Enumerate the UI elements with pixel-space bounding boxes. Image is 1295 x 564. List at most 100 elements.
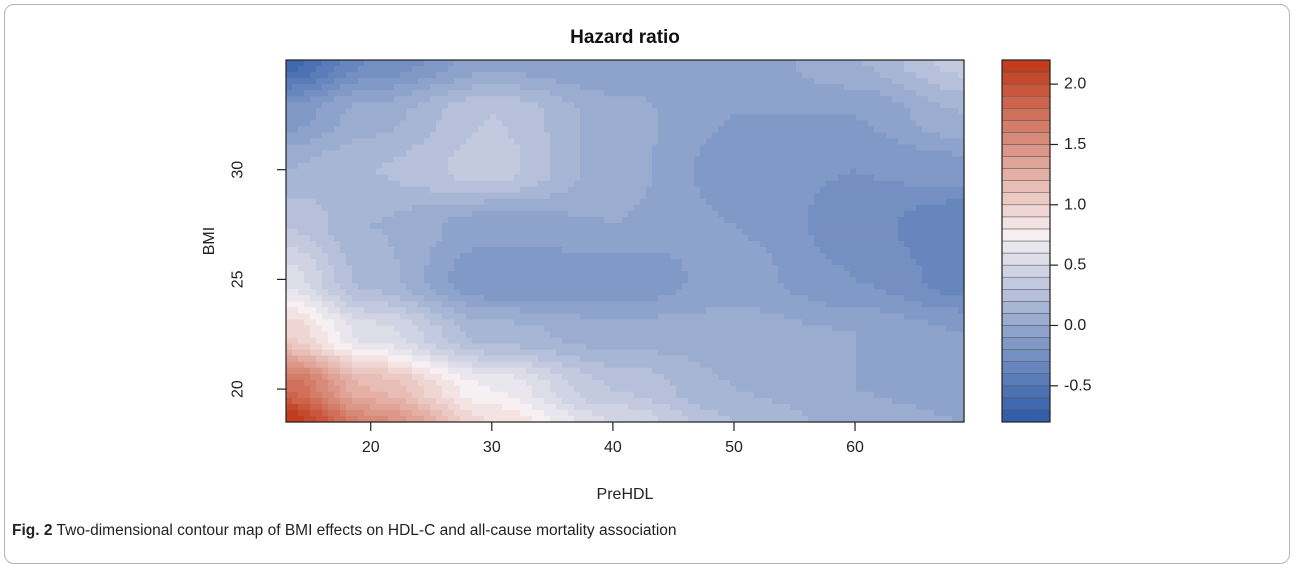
contour-cell [346,114,353,121]
contour-cell [298,253,305,260]
contour-cell [604,234,611,242]
contour-cell [448,174,455,182]
contour-cell [640,192,647,200]
contour-cell [376,108,383,115]
contour-cell [922,228,929,236]
contour-cell [610,271,617,278]
contour-cell [940,84,947,91]
contour-cell [478,198,485,206]
contour-cell [622,102,629,109]
contour-cell [754,180,761,188]
contour-cell [406,132,413,140]
contour-cell [940,247,947,254]
contour-cell [616,313,623,321]
contour-cell [820,192,827,200]
contour-cell [712,247,719,254]
contour-cell [652,138,659,146]
contour-cell [556,66,563,73]
contour-cell [532,283,539,290]
contour-cell [826,313,833,321]
contour-cell [640,253,647,260]
contour-cell [814,102,821,109]
contour-cell [376,186,383,194]
contour-cell [718,126,725,133]
contour-cell [532,295,539,302]
contour-cell [292,295,299,302]
contour-cell [736,247,743,254]
contour-cell [484,301,491,308]
contour-cell [844,289,851,296]
contour-cell [370,72,377,79]
contour-cell [832,78,839,85]
contour-cell [922,241,929,248]
contour-cell [706,84,713,91]
contour-cell [286,156,293,164]
contour-cell [508,210,515,218]
contour-cell [922,307,929,314]
contour-cell [496,204,503,212]
contour-cell [436,108,443,115]
contour-cell [712,198,719,206]
contour-cell [958,114,965,121]
contour-cell [820,150,827,158]
contour-cell [898,156,905,164]
contour-cell [364,186,371,194]
contour-cell [328,72,335,79]
contour-cell [646,198,653,206]
contour-cell [856,174,863,182]
contour-cell [382,168,389,176]
contour-cell [910,102,917,109]
contour-cell [376,283,383,290]
contour-cell [658,78,665,85]
contour-cell [898,174,905,182]
contour-cell [382,84,389,91]
contour-cell [382,319,389,327]
contour-cell [292,247,299,254]
contour-cell [898,313,905,321]
contour-cell [592,265,599,272]
contour-cell [460,216,467,224]
contour-cell [562,222,569,230]
contour-cell [892,102,899,109]
contour-cell [364,216,371,224]
contour-cell [472,289,479,296]
contour-cell [802,72,809,79]
contour-cell [448,307,455,314]
contour-cell [508,222,515,230]
contour-cell [586,72,593,79]
contour-cell [748,301,755,308]
contour-cell [910,126,917,133]
contour-cell [754,78,761,85]
contour-cell [358,319,365,327]
contour-cell [742,241,749,248]
contour-cell [718,307,725,314]
contour-cell [508,114,515,121]
contour-cell [952,253,959,260]
contour-cell [784,253,791,260]
contour-cell [346,271,353,278]
contour-cell [844,156,851,164]
contour-cell [484,102,491,109]
contour-cell [412,192,419,200]
contour-cell [490,60,497,67]
contour-cell [304,265,311,272]
contour-cell [856,301,863,308]
contour-cell [940,102,947,109]
contour-cell [688,283,695,290]
contour-cell [478,186,485,194]
contour-cell [598,192,605,200]
contour-cell [826,66,833,73]
contour-cell [598,277,605,284]
contour-cell [598,234,605,242]
contour-cell [772,301,779,308]
contour-cell [466,108,473,115]
contour-cell [520,174,527,182]
contour-cell [676,90,683,97]
contour-cell [358,84,365,91]
contour-cell [952,72,959,79]
contour-cell [880,210,887,218]
contour-cell [526,150,533,158]
contour-cell [400,259,407,266]
contour-cell [484,283,491,290]
contour-cell [406,120,413,127]
